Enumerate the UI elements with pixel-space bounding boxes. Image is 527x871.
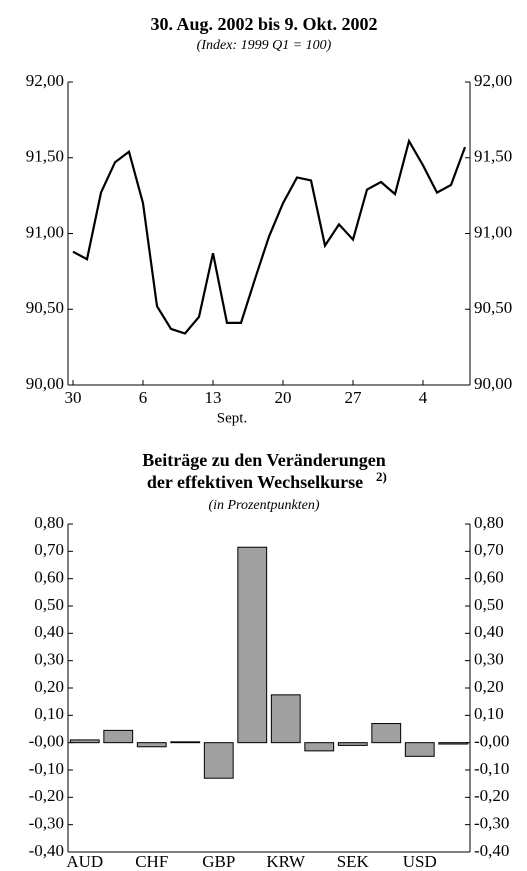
y-tick-label-right: 91,00 (474, 222, 512, 241)
bar (304, 742, 335, 752)
bar (337, 742, 368, 746)
x-tick-label: GBP (202, 852, 235, 871)
y-tick-label-right: 0,80 (474, 513, 504, 532)
x-tick-label: 30 (65, 388, 82, 407)
y-tick-label-right: 0,50 (474, 595, 504, 614)
y-tick-label: -0,40 (29, 841, 64, 860)
chart-title: Beiträge zu den Veränderungen (142, 450, 386, 470)
y-tick-label: 90,00 (26, 374, 64, 393)
y-tick-label: 90,50 (26, 298, 64, 317)
bar (237, 546, 268, 744)
y-tick-label: -0,20 (29, 786, 64, 805)
x-tick-label: USD (403, 852, 437, 871)
footnote-marker: 2) (376, 469, 387, 484)
bar (371, 723, 402, 744)
bar (69, 739, 100, 744)
x-tick-label: AUD (66, 852, 103, 871)
y-tick-label-right: 91,50 (474, 147, 512, 166)
x-tick-label: 4 (419, 388, 428, 407)
x-tick-label: 27 (345, 388, 363, 407)
bar (438, 742, 469, 745)
y-tick-label: 0,70 (34, 540, 64, 559)
x-tick-label: 13 (205, 388, 222, 407)
y-tick-label: 91,50 (26, 147, 64, 166)
y-tick-label: 91,00 (26, 222, 64, 241)
chart-subtitle: (Index: 1999 Q1 = 100) (197, 38, 332, 53)
bar (404, 742, 435, 757)
bar (170, 741, 201, 744)
x-tick-label: 6 (139, 388, 148, 407)
x-annotation: Sept. (217, 410, 247, 426)
y-tick-label-right: 0,20 (474, 677, 504, 696)
y-tick-label: 0,20 (34, 677, 64, 696)
bar (270, 694, 301, 744)
y-tick-label: 0,40 (34, 622, 64, 641)
y-tick-label: 0,50 (34, 595, 64, 614)
y-tick-label-right: 92,00 (474, 71, 512, 90)
y-tick-label-right: 0,10 (474, 704, 504, 723)
y-tick-label: 0,30 (34, 650, 64, 669)
y-tick-label: 92,00 (26, 71, 64, 90)
y-tick-label-right: 90,00 (474, 374, 512, 393)
y-tick-label: 0,60 (34, 568, 64, 587)
x-tick-label: CHF (135, 852, 168, 871)
y-tick-label-right: -0,30 (474, 814, 509, 833)
y-tick-label-right: 0,30 (474, 650, 504, 669)
y-tick-label-right: 0,70 (474, 540, 504, 559)
y-tick-label-right: 0,60 (474, 568, 504, 587)
y-tick-label: 0,80 (34, 513, 64, 532)
y-tick-label-right: -0,00 (474, 732, 509, 751)
y-tick-label: 0,10 (34, 704, 64, 723)
chart-title: der effektiven Wechselkurse (147, 472, 363, 492)
y-tick-label-right: -0,40 (474, 841, 509, 860)
chart-subtitle: (in Prozentpunkten) (208, 498, 319, 513)
chart-title: 30. Aug. 2002 bis 9. Okt. 2002 (150, 14, 377, 34)
y-tick-label-right: -0,20 (474, 786, 509, 805)
y-tick-label-right: -0,10 (474, 759, 509, 778)
x-tick-label: SEK (337, 852, 370, 871)
x-tick-label: 20 (275, 388, 292, 407)
line (72, 138, 467, 335)
y-tick-label-right: 0,40 (474, 622, 504, 641)
bar (203, 742, 234, 779)
bar (103, 729, 134, 744)
y-tick-label-right: 90,50 (474, 298, 512, 317)
y-tick-label: -0,10 (29, 759, 64, 778)
x-tick-label: KRW (266, 852, 306, 871)
y-tick-label: -0,00 (29, 732, 64, 751)
bar (136, 742, 167, 748)
y-tick-label: -0,30 (29, 814, 64, 833)
